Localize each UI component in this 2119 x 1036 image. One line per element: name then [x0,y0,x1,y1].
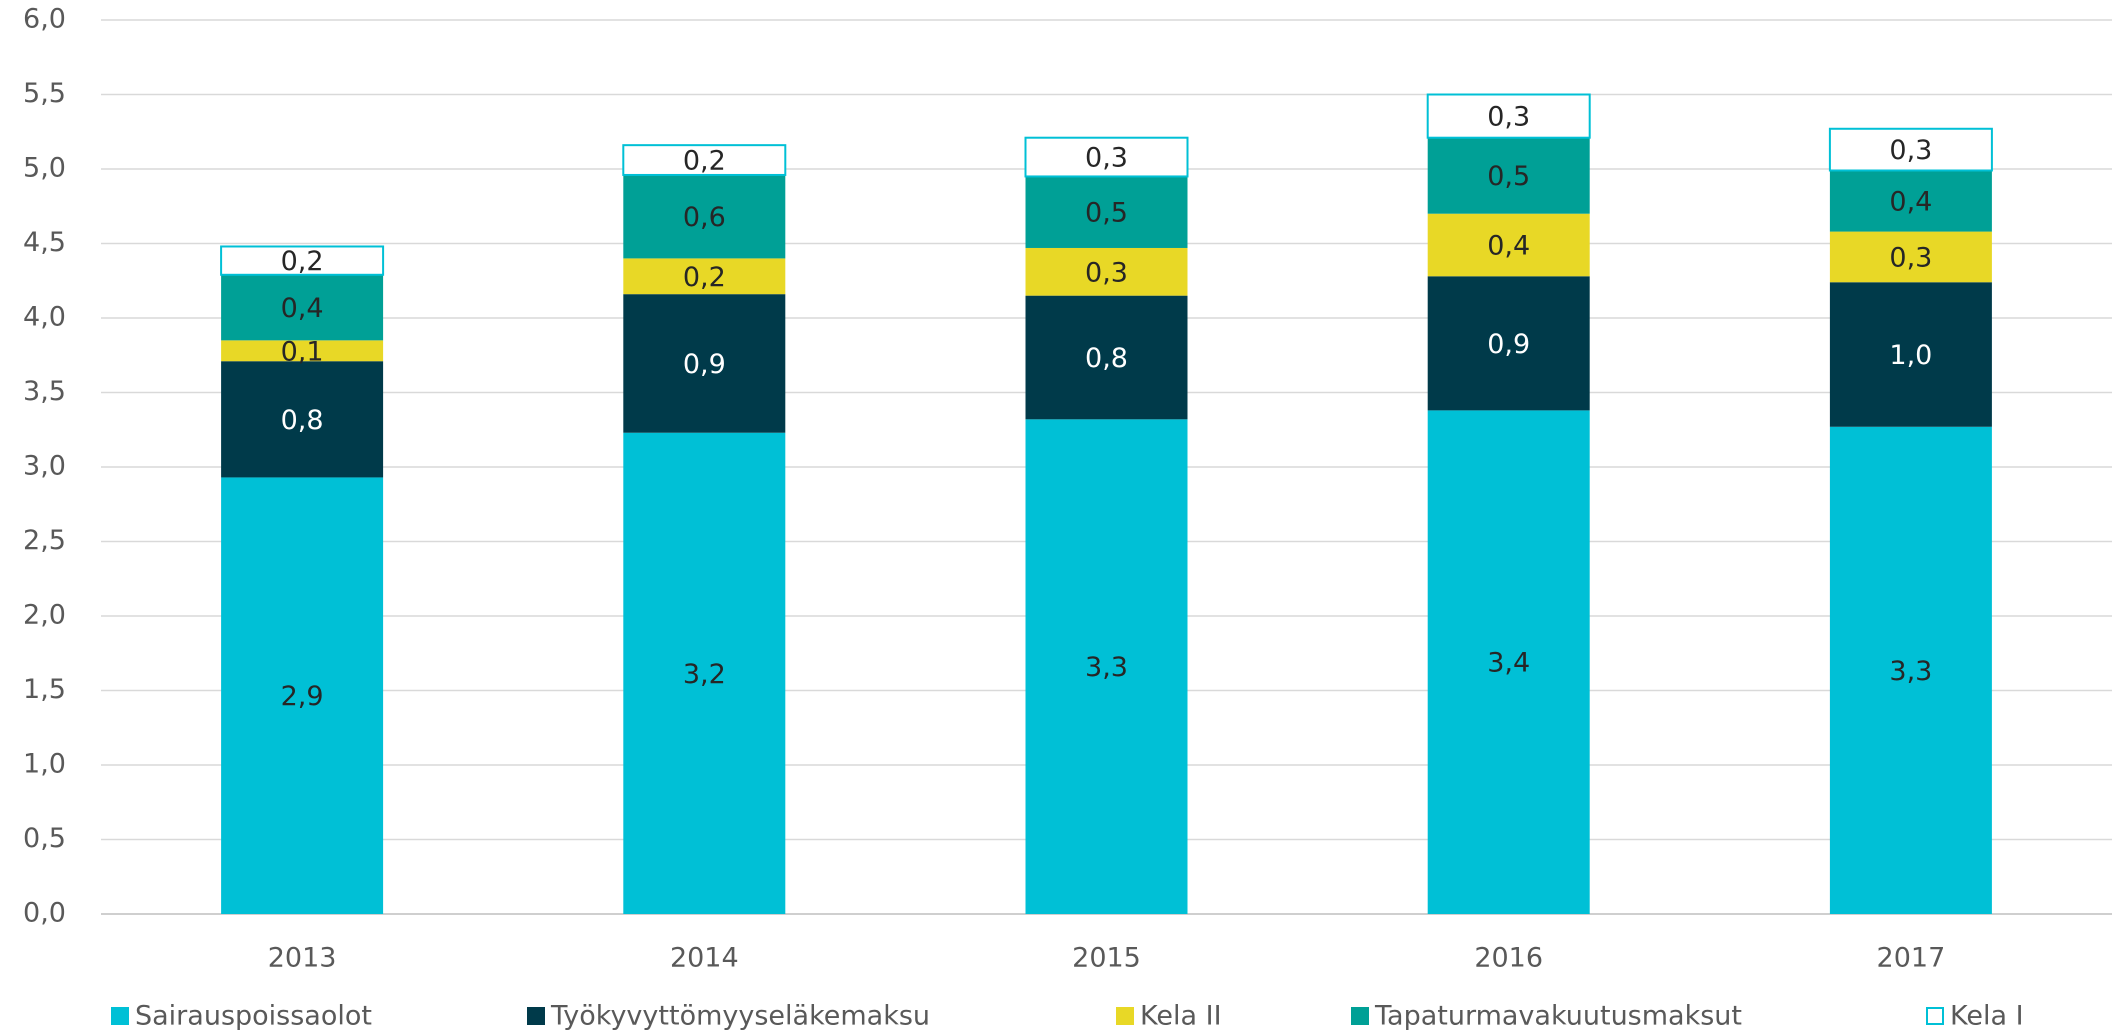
bar-segment [221,361,384,478]
y-tick-label: 4,0 [23,302,66,333]
y-tick-label: 2,0 [23,600,66,631]
data-label: 0,9 [1487,329,1530,360]
y-tick-label: 2,5 [23,525,66,556]
y-tick-label: 0,0 [23,898,66,929]
bar-segment [623,258,786,295]
data-label: 0,2 [281,246,324,277]
x-tick-label: 2013 [268,943,337,974]
legend-swatch [1116,1007,1134,1025]
bar-segment [1829,231,1992,283]
data-label: 0,3 [1889,242,1932,273]
data-label: 3,2 [683,659,726,690]
bar-segment [221,477,384,914]
legend-swatch [527,1007,545,1025]
data-label: 3,3 [1889,656,1932,687]
x-tick-label: 2016 [1474,943,1543,974]
data-label: 3,4 [1487,648,1530,679]
y-tick-label: 3,5 [23,376,66,407]
legend-label: Tapaturmavakuutusmaksut [1374,1001,1742,1032]
bar-segment [1024,136,1189,178]
y-tick-label: 3,0 [23,451,66,482]
data-label: 0,1 [281,336,324,367]
bar-segment [1426,93,1591,139]
data-label: 3,3 [1085,652,1128,683]
data-label: 0,8 [281,405,324,436]
data-label: 0,4 [1487,230,1530,261]
bar-segment [1829,282,1992,427]
bar-segment [1025,247,1188,296]
y-tick-label: 6,0 [23,4,66,35]
y-tick-label: 1,5 [23,674,66,705]
bar-segment [623,174,786,259]
y-tick-label: 4,5 [23,227,66,258]
bar-segment [623,294,786,433]
bar-segment [1427,137,1590,214]
bar-segment [1427,213,1590,277]
y-tick-label: 5,5 [23,78,66,109]
data-label: 0,6 [683,202,726,233]
bar-segment [221,274,384,341]
y-tick-label: 5,0 [23,153,66,184]
bar-segment [1427,410,1590,914]
y-tick-label: 1,0 [23,749,66,780]
x-tick-label: 2014 [670,943,739,974]
data-label: 0,5 [1487,161,1530,192]
legend-label: Työkyvyttömyyseläkemaksu [550,1001,930,1032]
legend-swatch [111,1007,129,1025]
legend-label: Kela II [1140,1001,1222,1032]
data-label: 0,3 [1889,135,1932,166]
data-label: 1,0 [1889,340,1932,371]
data-label: 0,5 [1085,198,1128,229]
data-label: 0,3 [1487,102,1530,133]
bar-segment [1828,127,1993,172]
data-label: 0,2 [683,146,726,177]
data-label: 0,9 [683,349,726,380]
legend-swatch [1351,1007,1369,1025]
bar-segment [623,432,786,914]
legend-label: Sairauspoissaolot [135,1001,372,1032]
data-label: 0,4 [281,293,324,324]
data-label: 0,3 [1085,143,1128,174]
bar-segment [1829,170,1992,232]
bar-segment [221,340,384,362]
bar-segment [1427,276,1590,411]
x-tick-label: 2015 [1072,943,1141,974]
bar-segment [1829,426,1992,914]
legend-swatch [1926,1007,1944,1025]
data-label: 2,9 [281,681,324,712]
bar-segment [1025,419,1188,914]
bar-segment [622,144,787,176]
data-label: 0,4 [1889,187,1932,218]
y-tick-label: 0,5 [23,823,66,854]
x-tick-label: 2017 [1877,943,1946,974]
data-label: 0,3 [1085,257,1128,288]
legend-label: Kela I [1950,1001,2024,1032]
data-label: 0,8 [1085,343,1128,374]
bar-segment [220,245,385,276]
bar-segment [1025,176,1188,248]
data-label: 0,2 [683,262,726,293]
bar-segment [1025,295,1188,420]
